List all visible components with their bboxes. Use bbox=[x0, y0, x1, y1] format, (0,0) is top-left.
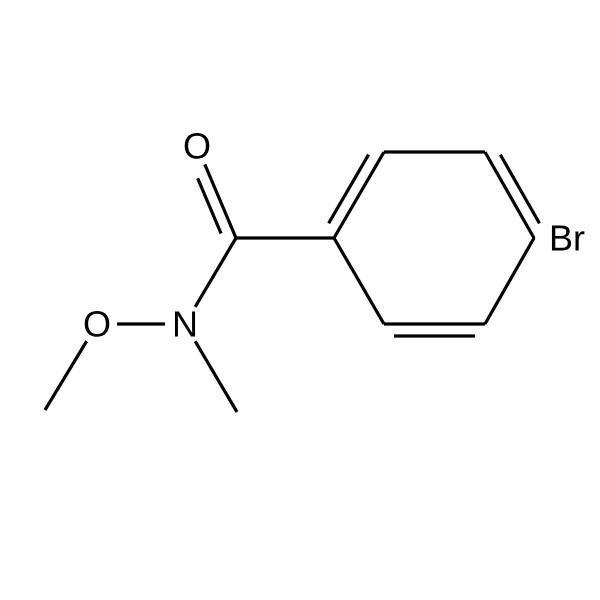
bond-line bbox=[205, 164, 236, 238]
bond-line bbox=[334, 238, 384, 324]
bond-line bbox=[334, 152, 384, 238]
bond-line bbox=[198, 178, 221, 233]
bond-line bbox=[195, 238, 236, 307]
atom-label-br: Br bbox=[549, 218, 585, 259]
bond-line bbox=[45, 341, 87, 410]
atom-label-o2: O bbox=[83, 304, 111, 345]
atom-label-o1: O bbox=[183, 126, 211, 167]
bond-line bbox=[195, 341, 237, 412]
bond-line bbox=[485, 152, 534, 238]
bond-line bbox=[485, 238, 534, 324]
chemical-structure-diagram: O N O Br bbox=[0, 0, 600, 600]
atom-label-n: N bbox=[172, 304, 198, 345]
